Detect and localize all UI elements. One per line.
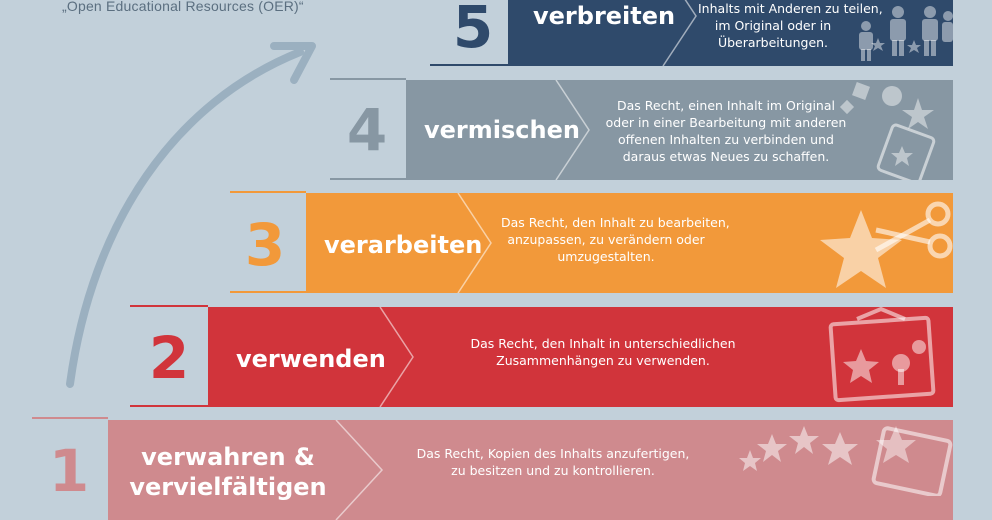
progress-arrow	[66, 42, 316, 388]
stars-and-folder-icon	[739, 426, 953, 496]
step-4-rule	[330, 78, 406, 80]
step-4-number: 4	[346, 96, 388, 164]
step-2-desc-line: Zusammenhängen zu verwenden.	[496, 353, 710, 368]
step-2-banner: verwenden Das Recht, den Inhalt in unter…	[208, 307, 953, 407]
step-5-desc-line: Inhalts mit Anderen zu teilen,	[698, 1, 883, 16]
step-4-desc-line: Das Recht, einen Inhalt im Original	[617, 98, 835, 113]
step-4-label: vermischen	[424, 116, 580, 144]
step-1-desc-line: zu besitzen und zu kontrollieren.	[451, 463, 655, 478]
step-5-label: verbreiten	[533, 2, 676, 30]
picture-frame-icon	[828, 307, 936, 403]
step-4-rule	[330, 178, 406, 180]
step-1-label-line: verwahren &	[141, 443, 315, 471]
step-1-desc-line: Das Recht, Kopien des Inhalts anzufertig…	[416, 446, 690, 461]
step-2-label: verwenden	[236, 345, 386, 373]
step-2-desc-line: Das Recht, den Inhalt in unterschiedlich…	[470, 336, 736, 351]
step-3-rule	[230, 191, 306, 193]
step-5-number: 5	[452, 0, 494, 61]
step-4-desc-line: offenen Inhalten zu verbinden und	[618, 132, 834, 147]
step-2-chevron	[208, 307, 953, 407]
step-5-chevron	[508, 0, 953, 66]
step-4-chevron	[406, 80, 953, 180]
step-2-rule	[130, 405, 208, 407]
step-3-description: Das Recht, den Inhalt zu bearbeiten, anz…	[501, 214, 730, 265]
star-and-scissors-icon	[820, 201, 953, 288]
step-3-rule	[230, 291, 306, 293]
step-3-banner: verarbeiten Das Recht, den Inhalt zu bea…	[306, 193, 953, 293]
step-3-desc-line: anzupassen, zu verändern oder	[507, 232, 705, 247]
step-2-rule	[130, 305, 208, 307]
step-4-desc-line: daraus etwas Neues zu schaffen.	[622, 149, 830, 164]
infographic-subtitle: „Open Educational Resources (OER)“	[62, 0, 304, 14]
step-2-number: 2	[148, 324, 190, 392]
step-1-label: verwahren & vervielfältigen	[108, 442, 348, 502]
step-1-rule	[32, 417, 108, 419]
step-5-desc-line: Überarbeitungen.	[717, 35, 829, 50]
step-5-description: Inhalts mit Anderen zu teilen, im Origin…	[698, 0, 883, 51]
step-1-description: Das Recht, Kopien des Inhalts anzufertig…	[413, 445, 693, 479]
step-3-desc-line: Das Recht, den Inhalt zu bearbeiten,	[501, 215, 730, 230]
step-2-description: Das Recht, den Inhalt in unterschiedlich…	[453, 335, 753, 369]
step-5-banner: verbreiten Inhalts mit Anderen zu teilen…	[508, 0, 953, 66]
step-1-number: 1	[48, 437, 90, 505]
step-4-banner: vermischen Das Recht, einen Inhalt im Or…	[406, 80, 953, 180]
step-4-description: Das Recht, einen Inhalt im Original oder…	[601, 97, 851, 165]
shapes-and-jar-icon	[839, 82, 936, 180]
step-3-desc-line: umzugestalten.	[557, 249, 655, 264]
step-5-rule	[430, 64, 508, 66]
step-3-label: verarbeiten	[324, 231, 483, 259]
step-4-desc-line: oder in einer Bearbeitung mit anderen	[605, 115, 847, 130]
step-5-desc-line: im Original oder in	[714, 18, 832, 33]
step-1-banner: verwahren & vervielfältigen Das Recht, K…	[108, 420, 953, 520]
people-icon	[859, 6, 953, 61]
step-1-label-line: vervielfältigen	[129, 473, 327, 501]
step-3-number: 3	[244, 211, 286, 279]
